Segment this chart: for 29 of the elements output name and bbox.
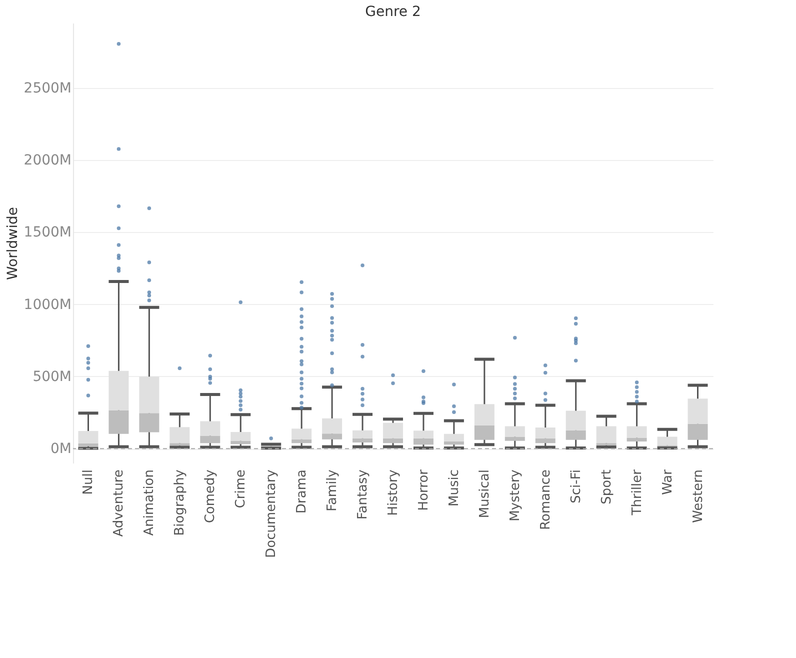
x-tick-label: Sport xyxy=(599,470,614,504)
x-tick-label: Adventure xyxy=(112,470,127,537)
x-tick-label: History xyxy=(386,469,401,516)
y-tick-label: 1500M xyxy=(24,224,72,241)
y-tick-label: 2500M xyxy=(24,80,72,96)
x-tick-label: Documentary xyxy=(264,469,280,558)
x-tick-label: Mystery xyxy=(508,469,523,522)
x-tick-label: Drama xyxy=(294,470,310,514)
x-tick-label: War xyxy=(660,468,676,495)
x-tick-label: Fantasy xyxy=(356,469,371,520)
x-tick-label: Null xyxy=(81,470,96,495)
y-tick-label: 0M xyxy=(50,441,72,458)
x-tick-label: Sci-Fi xyxy=(568,470,584,504)
x-tick-label: Horror xyxy=(416,468,432,511)
x-tick-label: Comedy xyxy=(203,469,218,524)
y-tick-label: 2000M xyxy=(24,152,72,169)
y-tick-label: 500M xyxy=(32,368,72,385)
x-tick-label: Western xyxy=(690,470,706,523)
y-axis-title: Worldwide xyxy=(4,207,21,280)
chart-title: Genre 2 xyxy=(365,4,421,20)
x-tick-label: Biography xyxy=(172,469,188,536)
x-tick-label: Musical xyxy=(477,470,492,518)
x-tick-label: Romance xyxy=(538,470,554,530)
x-tick-label: Family xyxy=(325,469,340,512)
x-tick-label: Music xyxy=(446,470,462,506)
y-tick-label: 1000M xyxy=(24,296,72,313)
x-tick-label: Crime xyxy=(234,470,249,508)
x-tick-label: Thriller xyxy=(630,468,645,516)
x-tick-label: Animation xyxy=(142,470,158,536)
